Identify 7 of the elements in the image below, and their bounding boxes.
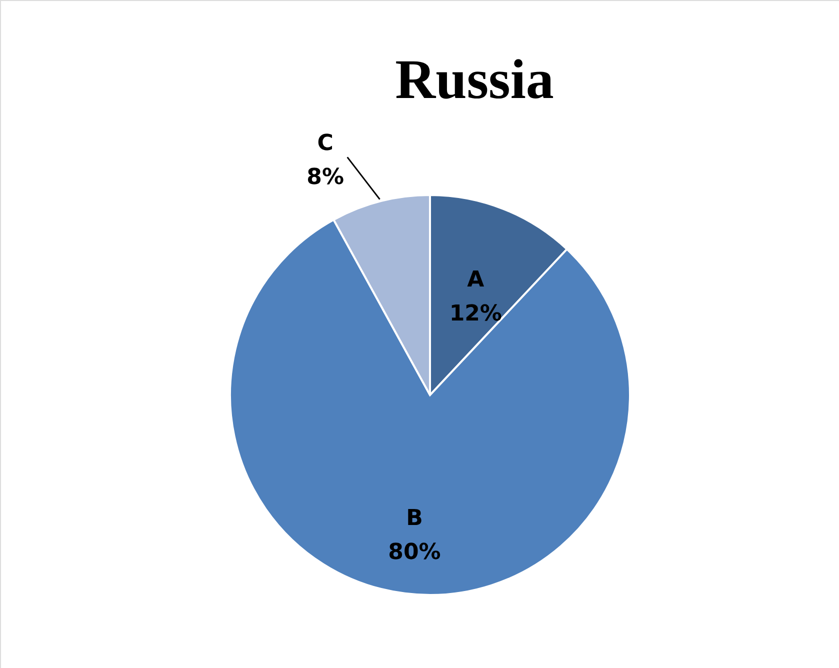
slice-label: B [406,506,423,532]
slice-label: A [467,268,484,293]
data-label: 80% [388,540,441,566]
slice-label: C [317,131,334,156]
chart-title: Russia [395,49,554,111]
data-label: 12% [449,302,502,327]
data-label: 8% [306,165,344,190]
